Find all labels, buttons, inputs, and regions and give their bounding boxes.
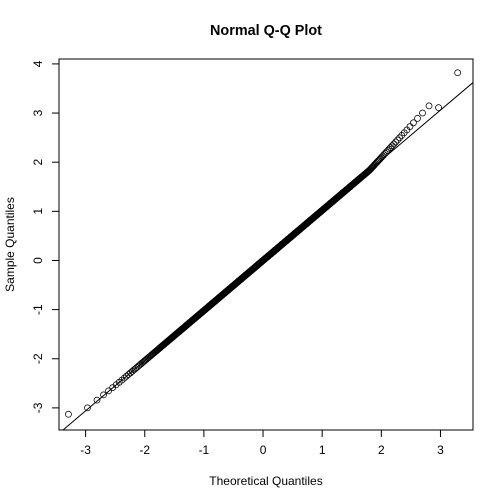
x-tick-label: 0 bbox=[260, 443, 267, 457]
chart-title: Normal Q-Q Plot bbox=[210, 23, 322, 39]
y-tick-label: 4 bbox=[31, 60, 45, 67]
x-tick-label: -3 bbox=[80, 443, 91, 457]
data-point bbox=[65, 410, 72, 418]
data-point bbox=[425, 102, 433, 110]
data-point bbox=[93, 396, 101, 404]
plot-frame bbox=[58, 58, 474, 431]
data-point bbox=[100, 391, 107, 399]
y-tick-label: 1 bbox=[31, 208, 45, 215]
points-group bbox=[65, 69, 462, 418]
data-point bbox=[414, 115, 421, 122]
data-point bbox=[454, 69, 462, 77]
x-axis-label: Theoretical Quantiles bbox=[209, 474, 322, 488]
data-point bbox=[120, 374, 128, 382]
data-point bbox=[396, 134, 403, 142]
data-point bbox=[419, 109, 426, 117]
y-tick-label: -2 bbox=[31, 353, 45, 364]
data-point bbox=[435, 104, 442, 112]
data-point bbox=[118, 376, 126, 384]
data-point bbox=[377, 154, 384, 162]
x-tick-label: 1 bbox=[319, 443, 326, 457]
x-tick-label: -1 bbox=[199, 443, 210, 457]
y-axis-label: Sample Quantiles bbox=[3, 197, 17, 292]
data-point bbox=[388, 142, 396, 150]
y-tick-label: -3 bbox=[31, 402, 45, 413]
data-point bbox=[84, 404, 91, 412]
x-tick-label: 3 bbox=[437, 443, 444, 457]
data-point bbox=[390, 140, 398, 148]
y-tick-label: -1 bbox=[31, 304, 45, 315]
data-point bbox=[105, 387, 112, 395]
data-point bbox=[410, 119, 417, 127]
data-point bbox=[406, 123, 414, 130]
y-tick-label: 0 bbox=[31, 257, 45, 264]
x-tick-label: -2 bbox=[139, 443, 150, 457]
x-tick-label: 2 bbox=[378, 443, 385, 457]
y-tick-label: 2 bbox=[31, 159, 45, 166]
x-axis: -3 -2 -1 0 1 2 3 bbox=[80, 429, 444, 457]
y-tick-label: 3 bbox=[31, 109, 45, 116]
data-point bbox=[123, 372, 130, 380]
data-point bbox=[392, 138, 399, 146]
y-axis: -3 -2 -1 0 1 2 3 4 bbox=[31, 60, 60, 413]
data-point bbox=[394, 136, 401, 144]
data-point bbox=[378, 153, 385, 161]
